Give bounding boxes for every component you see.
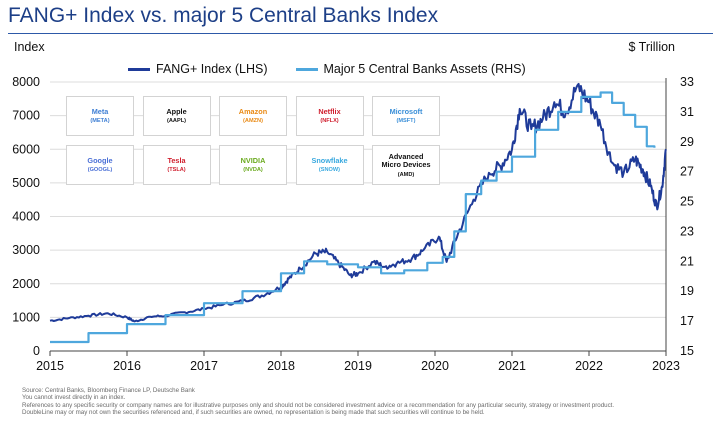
company-name: Amazon [238,106,268,116]
y-right-tick-label: 23 [680,224,694,238]
company-tile: Snowflake (SNOW) [295,145,364,185]
company-ticker: (NVDA) [243,167,263,174]
x-tick-label: 2019 [344,359,372,373]
y-right-tick-label: 17 [680,314,694,328]
y-right-tick-label: 29 [680,135,694,149]
footnote-source: Source: Central Banks, Bloomberg Finance… [22,387,195,394]
company-ticker: (AMD) [397,171,415,178]
y-left-tick-label: 1000 [12,310,40,324]
company-name: Google [87,155,113,165]
company-tile: Microsoft (MSFT) [372,96,440,136]
company-ticker: (NFLX) [320,118,339,125]
footnote-line-4: DoubleLine may or may not own the securi… [22,409,485,417]
company-name: Apple [166,106,187,116]
footnote-line-2: You cannot invest directly in an index. [22,394,126,402]
company-name: Snowflake [311,155,348,165]
legend-label-central-banks: Major 5 Central Banks Assets (RHS) [323,62,526,76]
y-right-tick-label: 31 [680,105,694,119]
y-left-tick-label: 3000 [12,243,40,257]
y-right-tick-label: 33 [680,75,694,89]
y-left-tick-label: 6000 [12,142,40,156]
footnote-line-3: References to any specific security or c… [22,401,615,409]
y-right-tick-label: 19 [680,284,694,298]
company-ticker: (AMZN) [243,118,263,125]
y-left-tick-label: 4000 [12,210,40,224]
company-name: NVIDIA [240,155,266,165]
company-ticker: (SNOW) [318,167,341,174]
x-tick-label: 2016 [113,359,141,373]
company-tile: Apple (AAPL) [142,96,211,136]
company-tile: Google (GOOGL) [66,145,134,185]
y-left-tick-label: 5000 [12,176,40,190]
company-tile: Tesla (TSLA) [142,145,211,185]
company-tile: Advanced Micro Devices (AMD) [372,145,440,185]
y-right-tick-label: 25 [680,195,694,209]
company-name: Tesla [167,155,186,165]
company-tile: Amazon (AMZN) [219,96,287,136]
x-tick-label: 2023 [652,359,680,373]
company-name: Meta [91,106,109,116]
series-line-0 [49,82,667,323]
x-tick-label: 2020 [421,359,449,373]
company-name: Advanced Micro Devices [381,151,431,169]
right-axis-label: $ Trillion [628,40,675,54]
company-ticker: (TSLA) [167,167,186,174]
y-left-tick-label: 7000 [12,109,40,123]
y-right-tick-label: 15 [680,344,694,358]
company-tile: Meta (META) [66,96,134,136]
left-axis-label: Index [14,40,45,54]
legend-item-fang: FANG+ Index (LHS) [128,62,268,76]
x-tick-label: 2021 [498,359,526,373]
series-line-1 [50,91,656,344]
legend-label-fang: FANG+ Index (LHS) [156,62,268,76]
x-tick-label: 2022 [575,359,603,373]
company-ticker: (AAPL) [167,118,186,125]
x-tick-label: 2015 [36,359,64,373]
legend-swatch-fang [128,67,150,71]
y-right-tick-label: 27 [680,165,694,179]
company-name: Microsoft [389,106,423,116]
company-ticker: (GOOGL) [87,167,113,174]
legend-item-central-banks: Major 5 Central Banks Assets (RHS) [295,62,526,76]
company-ticker: (META) [90,118,110,125]
y-left-tick-label: 8000 [12,75,40,89]
company-tile: Netflix (NFLX) [295,96,364,136]
chart-legend: FANG+ Index (LHS) Major 5 Central Banks … [128,62,554,76]
x-tick-label: 2017 [190,359,218,373]
footnotes: Source: Central Banks, Bloomberg Finance… [22,387,712,417]
y-left-tick-label: 0 [33,344,40,358]
y-right-tick-label: 21 [680,254,694,268]
company-name: Netflix [318,106,341,116]
y-left-tick-label: 2000 [12,277,40,291]
legend-swatch-central-banks [295,67,318,71]
company-ticker: (MSFT) [396,118,416,125]
x-tick-label: 2018 [267,359,295,373]
company-tile: NVIDIA (NVDA) [219,145,287,185]
page-title: FANG+ Index vs. major 5 Central Banks In… [8,4,439,27]
title-divider [8,33,713,34]
